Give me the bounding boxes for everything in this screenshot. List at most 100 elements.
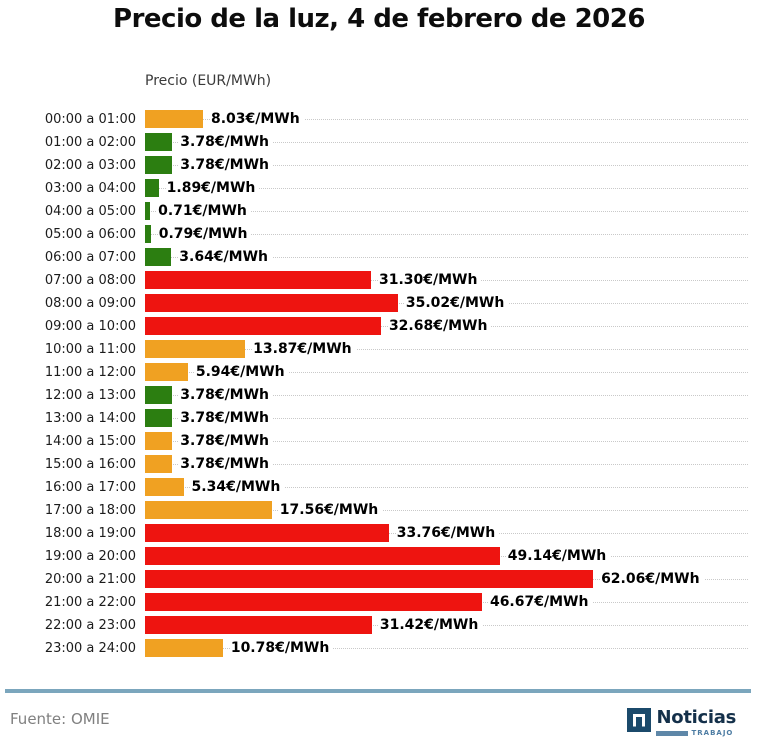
gridline [145,372,748,373]
bar-row: 11:00 a 12:00 5.94€/MWh [0,361,758,384]
hour-label: 15:00 a 16:00 [44,457,136,472]
price-bar [145,340,246,358]
gridline [145,211,748,212]
footer-divider [5,689,751,693]
price-bar [145,478,184,496]
bar-row: 23:00 a 24:00 10.78€/MWh [0,637,758,660]
price-label: 0.71€/MWh [157,200,251,223]
hour-label: 12:00 a 13:00 [44,388,136,403]
hour-label: 13:00 a 14:00 [44,411,136,426]
price-label: 31.30€/MWh [377,269,482,292]
price-label: 3.78€/MWh [179,384,274,407]
price-bar [145,432,173,450]
bar-row: 16:00 a 17:00 5.34€/MWh [0,476,758,499]
price-bar [145,179,159,197]
bar-row: 04:00 a 05:00 0.71€/MWh [0,200,758,223]
bar-row: 21:00 a 22:00 46.67€/MWh [0,591,758,614]
gridline [145,234,748,235]
gridline [145,464,748,465]
chart-title: Precio de la luz, 4 de febrero de 2026 [113,4,645,34]
gridline [145,395,748,396]
bar-row: 07:00 a 08:00 31.30€/MWh [0,269,758,292]
gridline [145,165,748,166]
noticias-trabajo-logo: Noticias TRABAJO [627,708,736,737]
price-label: 10.78€/MWh [229,637,334,660]
bar-row: 00:00 a 01:00 8.03€/MWh [0,108,758,131]
hour-label: 20:00 a 21:00 [44,572,136,587]
hour-label: 00:00 a 01:00 [44,112,136,127]
gridline [145,257,748,258]
price-label: 8.03€/MWh [209,108,304,131]
price-label: 5.34€/MWh [190,476,285,499]
price-label: 49.14€/MWh [506,545,611,568]
gridline [145,418,748,419]
price-label: 32.68€/MWh [387,315,492,338]
price-bar [145,547,500,565]
hour-label: 14:00 a 15:00 [44,434,136,449]
hour-label: 17:00 a 18:00 [44,503,136,518]
price-label: 3.78€/MWh [179,154,274,177]
price-label: 1.89€/MWh [165,177,260,200]
price-bar [145,225,151,243]
hour-label: 18:00 a 19:00 [44,526,136,541]
price-label: 35.02€/MWh [404,292,509,315]
price-bar [145,593,482,611]
bar-row: 20:00 a 21:00 62.06€/MWh [0,568,758,591]
hour-label: 06:00 a 07:00 [44,250,136,265]
price-label: 5.94€/MWh [194,361,289,384]
hour-label: 05:00 a 06:00 [44,227,136,242]
bar-row: 06:00 a 07:00 3.64€/MWh [0,246,758,269]
bar-row: 18:00 a 19:00 33.76€/MWh [0,522,758,545]
gridline [145,441,748,442]
gridline [145,510,748,511]
price-label: 62.06€/MWh [600,568,704,591]
logo-tagline: TRABAJO [691,729,734,737]
n-square-icon [627,708,652,732]
bar-row: 05:00 a 06:00 0.79€/MWh [0,223,758,246]
price-label: 3.64€/MWh [178,246,273,269]
hour-label: 02:00 a 03:00 [44,158,136,173]
price-bar [145,110,203,128]
price-label: 3.78€/MWh [179,131,274,154]
bar-row: 09:00 a 10:00 32.68€/MWh [0,315,758,338]
bar-row: 01:00 a 02:00 3.78€/MWh [0,131,758,154]
price-bar [145,317,381,335]
bar-row: 15:00 a 16:00 3.78€/MWh [0,453,758,476]
logo-name: Noticias [656,707,736,728]
hour-label: 04:00 a 05:00 [44,204,136,219]
hour-label: 10:00 a 11:00 [44,342,136,357]
price-label: 17.56€/MWh [278,499,383,522]
gridline [145,142,748,143]
hour-label: 01:00 a 02:00 [44,135,136,150]
hour-label: 07:00 a 08:00 [44,273,136,288]
gridline [145,487,748,488]
price-label: 3.78€/MWh [179,407,274,430]
bar-row: 03:00 a 04:00 1.89€/MWh [0,177,758,200]
hour-label: 22:00 a 23:00 [44,618,136,633]
price-bar [145,570,594,588]
bar-row: 13:00 a 14:00 3.78€/MWh [0,407,758,430]
price-label: 3.78€/MWh [179,430,274,453]
price-bar [145,639,223,657]
price-label: 13.87€/MWh [252,338,356,361]
price-bar [145,409,173,427]
gridline [145,349,748,350]
price-bar [145,501,272,519]
gridline [145,648,748,649]
price-bar [145,294,398,312]
hour-label: 03:00 a 04:00 [44,181,136,196]
price-label: 0.79€/MWh [157,223,252,246]
logo-text: Noticias TRABAJO [656,708,736,737]
price-bar [145,248,172,266]
logo-bar [656,731,689,736]
source-text: Fuente: OMIE [10,710,110,728]
bar-row: 14:00 a 15:00 3.78€/MWh [0,430,758,453]
price-bar [145,386,173,404]
hour-label: 09:00 a 10:00 [44,319,136,334]
bar-row: 08:00 a 09:00 35.02€/MWh [0,292,758,315]
hour-label: 21:00 a 22:00 [44,595,136,610]
price-bar [145,156,173,174]
bar-row: 17:00 a 18:00 17.56€/MWh [0,499,758,522]
value-axis-label: Precio (EUR/MWh) [145,73,272,89]
